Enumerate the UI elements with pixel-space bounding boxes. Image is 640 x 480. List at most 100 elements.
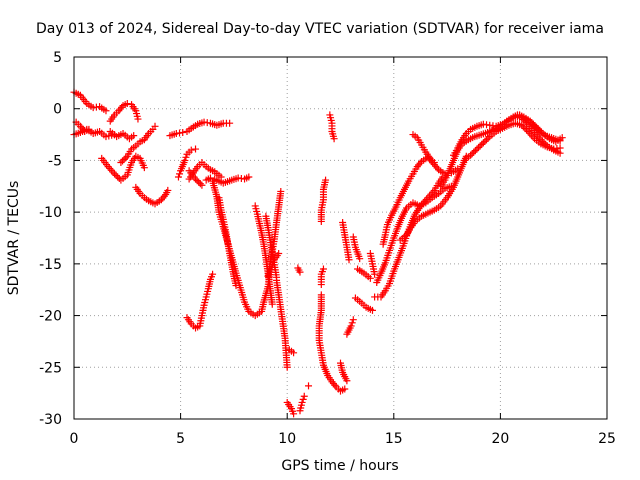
series-arc-44 (460, 119, 564, 164)
data-point (245, 173, 253, 181)
series-arc-22 (283, 398, 298, 418)
series-arc-08 (117, 122, 159, 166)
axis-ticks: 0 5 10 15 20 25 5 0 -5 -10 -15 -20 -25 -30 (39, 50, 616, 447)
data-point (160, 192, 168, 200)
data-point (179, 129, 187, 137)
data-point (196, 180, 204, 188)
series-arc-10 (174, 145, 200, 181)
data-point (483, 136, 491, 144)
data-point (341, 385, 349, 393)
data-point (476, 142, 484, 150)
data-point (122, 154, 130, 162)
series-arc-30 (337, 359, 351, 385)
data-point (232, 282, 240, 290)
y-axis-label: SDTVAR / TECUs (6, 181, 22, 296)
data-point (114, 173, 122, 181)
data-point (518, 121, 526, 129)
data-point (106, 164, 114, 172)
data-point (117, 158, 125, 166)
data-point (471, 147, 479, 155)
data-markers (70, 88, 566, 418)
data-point (356, 255, 364, 263)
data-point (319, 265, 327, 273)
data-point (524, 127, 532, 135)
series-arc-28 (317, 176, 330, 225)
data-point (534, 125, 542, 133)
data-point (536, 126, 544, 134)
series-arc-06 (106, 127, 138, 143)
series-arc-32 (349, 233, 364, 263)
series-arc-18 (262, 212, 281, 281)
data-point (478, 140, 486, 148)
data-point (368, 306, 376, 314)
data-point (366, 274, 374, 282)
data-point (268, 300, 276, 308)
data-point (300, 392, 308, 400)
data-point (298, 398, 306, 406)
data-point (481, 137, 489, 145)
series-arc-20 (264, 187, 285, 280)
plot-frame (73, 56, 608, 420)
data-point (182, 153, 190, 161)
data-point (119, 157, 127, 165)
series-arc-05 (106, 100, 142, 125)
series-arc-29 (326, 111, 338, 143)
data-point (275, 250, 283, 258)
series-arc-41 (409, 131, 438, 166)
data-point (85, 125, 93, 133)
data-point (123, 100, 131, 108)
data-point (176, 170, 184, 178)
x-tick-label: 20 (491, 431, 509, 447)
series-arc-40 (396, 152, 470, 244)
y-tick-label: -5 (48, 153, 62, 169)
x-tick-label: 25 (598, 431, 616, 447)
data-point (140, 164, 148, 172)
data-point (134, 115, 142, 123)
data-point (174, 173, 182, 181)
series-arc-35 (354, 265, 374, 282)
data-point (112, 171, 120, 179)
data-point (519, 123, 527, 131)
series-arc-04 (98, 152, 148, 184)
series-arc-45 (513, 111, 566, 146)
series-arc-25 (315, 291, 349, 395)
data-point (192, 145, 200, 153)
series-arc-31 (339, 218, 353, 264)
data-point (371, 270, 379, 278)
data-point (226, 119, 234, 127)
data-point (102, 107, 110, 115)
data-point (290, 410, 298, 418)
series-arc-12 (202, 173, 253, 187)
data-point (107, 166, 115, 174)
data-point (556, 144, 564, 152)
data-point (331, 381, 339, 389)
data-point (345, 256, 353, 264)
data-point (537, 128, 545, 136)
data-point (558, 134, 566, 142)
series-arc-27 (305, 382, 313, 390)
series-arc-09 (166, 118, 234, 140)
data-point (193, 177, 201, 185)
y-tick-label: 5 (53, 50, 62, 66)
data-point (151, 122, 159, 130)
data-point (120, 155, 128, 163)
y-tick-label: 0 (53, 102, 62, 118)
chart-title: Day 013 of 2024, Sidereal Day-to-day VTE… (36, 21, 604, 37)
data-point (475, 144, 483, 151)
data-point (416, 159, 424, 167)
series-arc-34 (351, 294, 376, 314)
data-point (343, 377, 351, 385)
data-point (330, 135, 338, 143)
data-point (283, 363, 291, 371)
series-arc-07 (132, 183, 172, 208)
x-tick-label: 10 (278, 431, 296, 447)
data-point (192, 175, 200, 183)
data-point (347, 322, 355, 330)
data-point (531, 122, 539, 130)
y-tick-label: -15 (39, 257, 62, 273)
y-tick-label: -20 (39, 309, 62, 325)
series-arc-19 (273, 276, 291, 371)
data-point (181, 156, 189, 164)
data-point (111, 170, 119, 178)
